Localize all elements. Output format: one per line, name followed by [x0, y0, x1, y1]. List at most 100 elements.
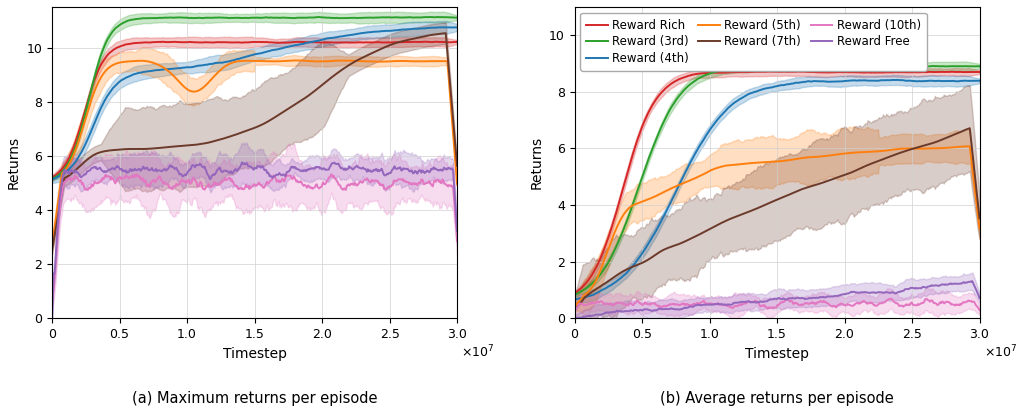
Reward (3rd) [239, 16, 251, 20]
Reward Rich [974, 69, 986, 74]
Reward (7th) [568, 308, 581, 313]
Reward Free [809, 295, 821, 300]
Reward (7th) [442, 59, 455, 64]
Reward (3rd) [787, 64, 800, 69]
Reward Rich [810, 70, 822, 75]
Reward (7th) [378, 45, 390, 50]
Line: Reward Rich: Reward Rich [574, 71, 980, 293]
X-axis label: Timestep: Timestep [745, 346, 809, 361]
Reward (5th) [568, 304, 581, 309]
Reward (10th) [809, 302, 821, 306]
Reward Free [46, 316, 58, 321]
Reward (3rd) [241, 16, 253, 20]
Reward (10th) [287, 175, 299, 180]
Reward Free [966, 279, 978, 284]
Reward (5th) [965, 151, 977, 155]
Reward Rich [763, 69, 775, 74]
Reward (3rd) [763, 64, 775, 69]
Line: Reward (7th): Reward (7th) [574, 128, 980, 310]
Text: $\times10^7$: $\times10^7$ [461, 343, 495, 360]
Reward (5th) [46, 243, 58, 248]
Reward (4th) [901, 78, 913, 83]
Reward Rich [769, 69, 781, 74]
Reward (4th) [892, 78, 904, 82]
Reward (3rd) [974, 64, 986, 69]
Reward Rich [265, 40, 278, 45]
Y-axis label: Returns: Returns [529, 136, 544, 189]
Reward Free [242, 163, 254, 168]
Reward (5th) [379, 59, 391, 64]
Reward Rich [239, 40, 251, 45]
Reward Free [787, 296, 800, 301]
Reward (5th) [451, 182, 463, 187]
Line: Reward Free: Reward Free [574, 281, 980, 318]
Reward (3rd) [761, 64, 773, 69]
Reward (4th) [761, 86, 773, 91]
Line: Reward (10th): Reward (10th) [52, 174, 457, 302]
Reward Rich [287, 40, 299, 44]
Reward Rich [378, 40, 390, 45]
Reward (7th) [787, 190, 800, 195]
Reward (4th) [787, 81, 800, 86]
Reward Rich [901, 70, 913, 75]
Reward Rich [761, 69, 773, 74]
Reward (10th) [763, 305, 775, 310]
Reward (4th) [568, 297, 581, 302]
Reward (5th) [287, 58, 299, 63]
Reward (7th) [451, 164, 463, 169]
Reward Free [266, 175, 279, 180]
Reward (7th) [809, 182, 821, 187]
Reward (7th) [964, 126, 976, 131]
Title: (a) Maximum returns per episode: (a) Maximum returns per episode [132, 391, 378, 406]
Reward (5th) [974, 226, 986, 231]
Reward Free [974, 296, 986, 301]
Reward (10th) [761, 305, 773, 310]
Reward Free [763, 297, 775, 302]
Reward (10th) [326, 172, 338, 177]
Reward Rich [442, 40, 455, 45]
Reward Free [288, 164, 300, 169]
Reward (7th) [241, 128, 253, 133]
Reward Free [964, 279, 976, 284]
Reward Rich [419, 39, 431, 44]
Reward (10th) [965, 299, 977, 304]
Reward (3rd) [431, 15, 443, 20]
Y-axis label: Returns: Returns [7, 136, 20, 189]
Reward (4th) [239, 55, 251, 60]
Reward (10th) [787, 302, 800, 306]
Reward (3rd) [965, 64, 977, 69]
Reward (10th) [442, 184, 455, 189]
Reward (3rd) [442, 15, 455, 20]
Line: Reward (7th): Reward (7th) [52, 33, 457, 250]
Reward (10th) [239, 186, 251, 191]
Line: Reward (3rd): Reward (3rd) [574, 66, 980, 295]
Reward (4th) [241, 54, 253, 59]
Reward (3rd) [809, 64, 821, 69]
Reward (10th) [974, 308, 986, 313]
Reward (5th) [900, 146, 912, 151]
Reward (10th) [451, 239, 463, 244]
Reward (5th) [289, 58, 301, 63]
Reward Free [379, 173, 391, 178]
Line: Reward (4th): Reward (4th) [52, 27, 457, 179]
Reward (3rd) [873, 63, 886, 68]
Reward (5th) [787, 157, 800, 162]
Reward Free [240, 162, 252, 167]
Reward Free [568, 316, 581, 321]
Line: Reward (4th): Reward (4th) [574, 80, 980, 299]
Line: Reward (5th): Reward (5th) [574, 146, 980, 306]
Legend: Reward Rich, Reward (3rd), Reward (4th), Reward (5th), Reward (7th), Reward (10t: Reward Rich, Reward (3rd), Reward (4th),… [581, 13, 927, 71]
Reward (3rd) [46, 176, 58, 181]
Reward (3rd) [901, 64, 913, 69]
Reward (7th) [900, 148, 912, 153]
Reward (10th) [46, 299, 58, 304]
Reward (7th) [965, 133, 977, 138]
Reward (7th) [239, 129, 251, 134]
Reward (3rd) [568, 293, 581, 297]
Reward (7th) [763, 200, 775, 205]
Text: $\times10^7$: $\times10^7$ [984, 343, 1017, 360]
Reward (3rd) [378, 15, 390, 20]
Reward (10th) [885, 296, 897, 301]
Reward Rich [568, 291, 581, 296]
Reward (7th) [287, 103, 299, 108]
